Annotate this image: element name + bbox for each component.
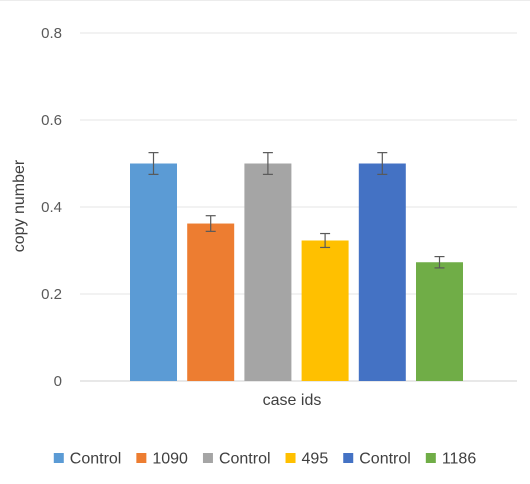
y-tick-label: 0.2 [41,286,62,303]
y-tick-label: 0.8 [41,25,62,42]
bar-4 [301,240,349,381]
error-bar-1 [148,152,159,175]
error-bar-3 [262,152,273,175]
legend-item-3: Control [202,451,271,468]
legend-label: Control [219,451,271,468]
y-axis-title: copy number [11,159,28,252]
error-bars [148,152,445,269]
legend-label: Control [70,451,122,468]
legend-swatch [202,453,213,463]
y-tick-label: 0 [54,373,62,390]
legend-swatch [136,453,147,463]
legend-item-1: Control [53,451,122,468]
legend-item-6: 1186 [425,451,477,468]
bar-3 [244,163,292,381]
x-axis-title: case ids [263,392,322,409]
legend-swatch [53,453,64,463]
y-tick-label: 0.6 [41,112,62,129]
legend-item-2: 1090 [136,451,188,468]
error-bar-2 [205,215,216,232]
bars [130,163,463,381]
legend-swatch [343,453,354,463]
legend-swatch [285,453,296,463]
y-tick-label: 0.4 [41,199,62,216]
y-axis-ticks: 0 0.2 0.4 0.6 0.8 [41,25,62,390]
bar-2 [187,223,235,381]
legend: Control 1090 Control 495 Control 1186 [53,451,477,468]
error-bar-6 [434,255,445,269]
legend-item-4: 495 [285,451,329,468]
bar-6 [416,262,463,381]
legend-swatch [425,453,436,463]
legend-item-5: Control [343,451,411,468]
bar-1 [130,163,177,381]
legend-label: 1090 [152,451,188,468]
error-bar-5 [377,152,388,175]
bar-5 [358,163,406,381]
legend-label: 495 [302,451,329,468]
legend-label: 1186 [442,451,477,468]
error-bar-4 [320,232,331,249]
legend-label: Control [359,451,411,468]
